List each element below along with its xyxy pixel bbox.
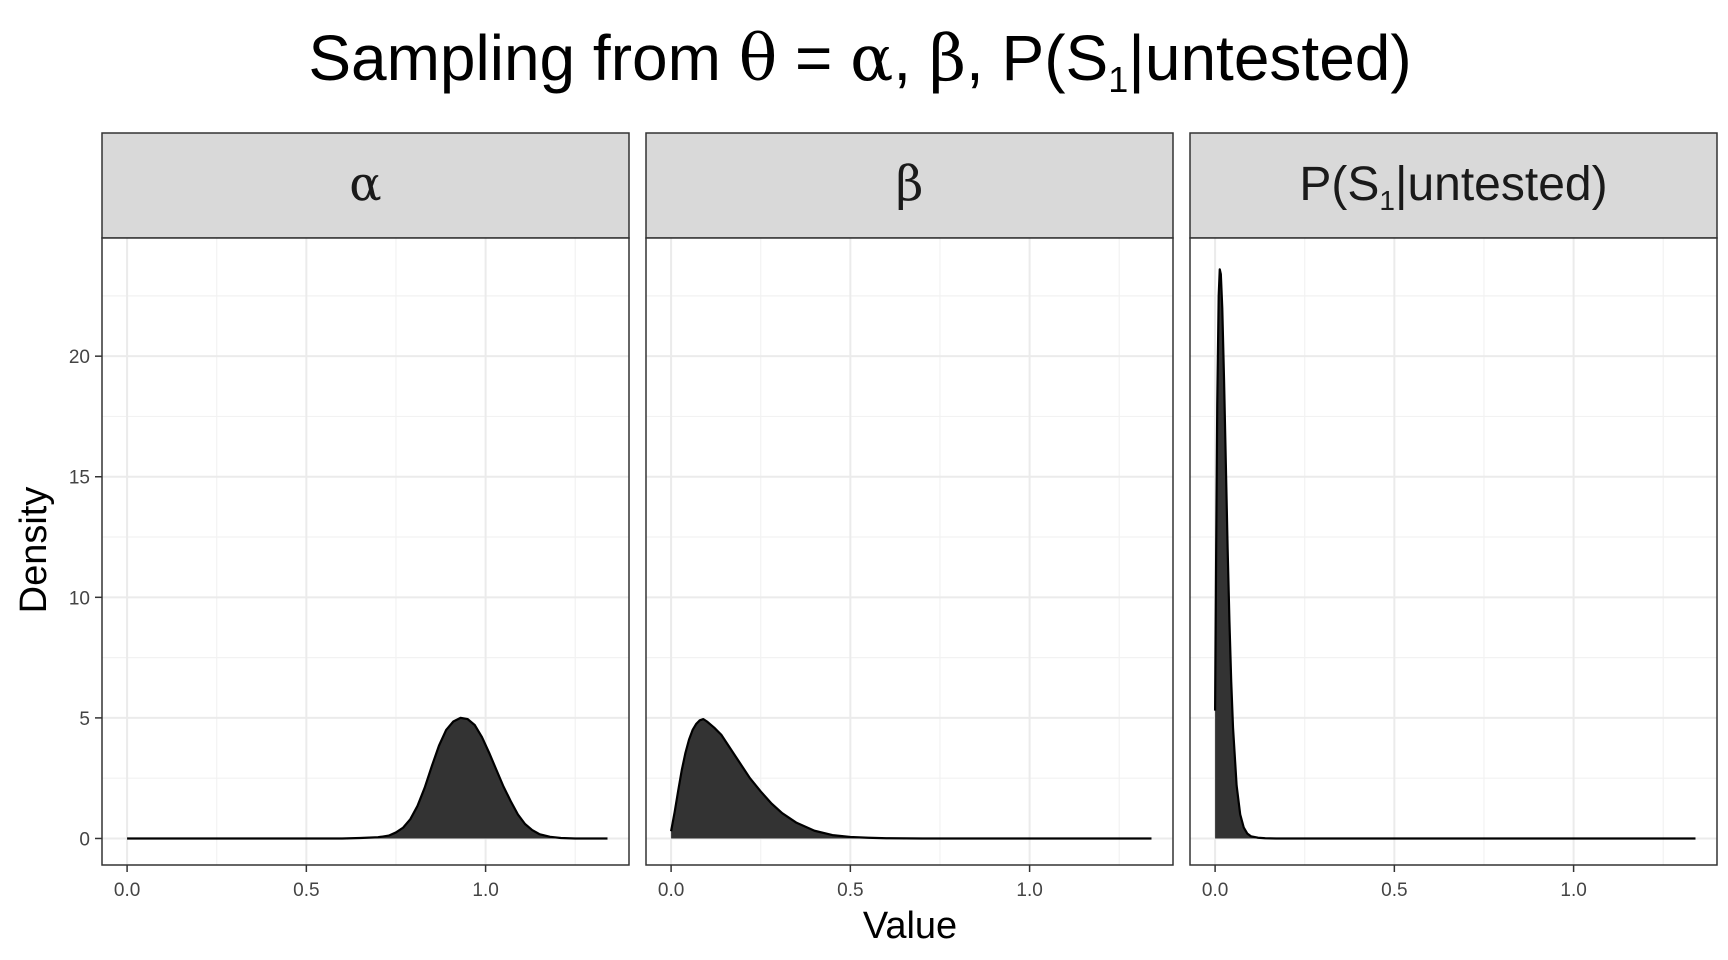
x-tick-label: 1.0: [472, 880, 498, 901]
title-alpha: α: [850, 22, 893, 96]
y-tick-label: 0: [79, 829, 90, 850]
x-tick-label: 0.0: [658, 880, 684, 901]
title-subscript: 1: [1108, 59, 1128, 100]
facet-p-s1-untested: P(S1|untested) 0.0 0.5 1.0: [1189, 132, 1718, 901]
title-bar: |: [1128, 22, 1145, 94]
x-tick-label: 1.0: [1016, 880, 1042, 901]
strip-label: α: [349, 156, 381, 212]
facet-beta: β 0.0 0.5 1.0: [645, 132, 1174, 901]
title-sep2: ,: [966, 22, 1002, 94]
panel-background: [1190, 238, 1717, 865]
y-tick-label: 20: [69, 347, 90, 368]
title-theta: θ: [739, 22, 778, 96]
strip-background: [1189, 132, 1718, 239]
title-p-rest: untested): [1145, 22, 1412, 94]
x-tick-label: 0.0: [1202, 880, 1228, 901]
strip-label-rest: untested): [1407, 158, 1607, 211]
title-prefix: Sampling from: [308, 22, 738, 94]
x-tick-label: 0.5: [1381, 880, 1407, 901]
density-line: [1214, 268, 1696, 840]
density-area: [671, 719, 1152, 839]
panel-border: [645, 237, 1174, 866]
x-tick-label: 0.0: [114, 880, 140, 901]
title-equals: =: [777, 22, 850, 94]
title-beta: β: [929, 22, 966, 96]
chart-title: Sampling from θ = α, β, P(S1|untested): [308, 22, 1411, 100]
y-axis: 0 5 10 15 20: [69, 347, 102, 850]
panel-border: [101, 237, 630, 866]
title-p-open: P(S: [1002, 22, 1109, 94]
strip-label-subscript: 1: [1379, 185, 1395, 216]
x-tick-label: 0.5: [293, 880, 319, 901]
facet-alpha: α 0.0 0.5 1.0: [101, 132, 630, 901]
panel-border: [1189, 237, 1718, 866]
x-tick-label: 1.0: [1560, 880, 1586, 901]
x-axis-title: Value: [863, 905, 957, 947]
y-axis-title: Density: [13, 487, 55, 614]
panel-background: [102, 238, 629, 865]
strip-background: [101, 132, 630, 239]
strip-label: β: [896, 156, 924, 212]
density-line: [670, 718, 1152, 840]
y-tick-label: 10: [69, 588, 90, 609]
x-tick-label: 0.5: [837, 880, 863, 901]
y-tick-label: 5: [79, 709, 90, 730]
strip-label-bar: |: [1395, 158, 1407, 211]
title-sep1: ,: [893, 22, 929, 94]
strip-label-p-open: P(S: [1299, 158, 1379, 211]
y-tick-label: 15: [69, 468, 90, 489]
strip-label: P(S1|untested): [1299, 158, 1607, 216]
density-area: [127, 717, 608, 839]
density-line: [127, 716, 608, 840]
